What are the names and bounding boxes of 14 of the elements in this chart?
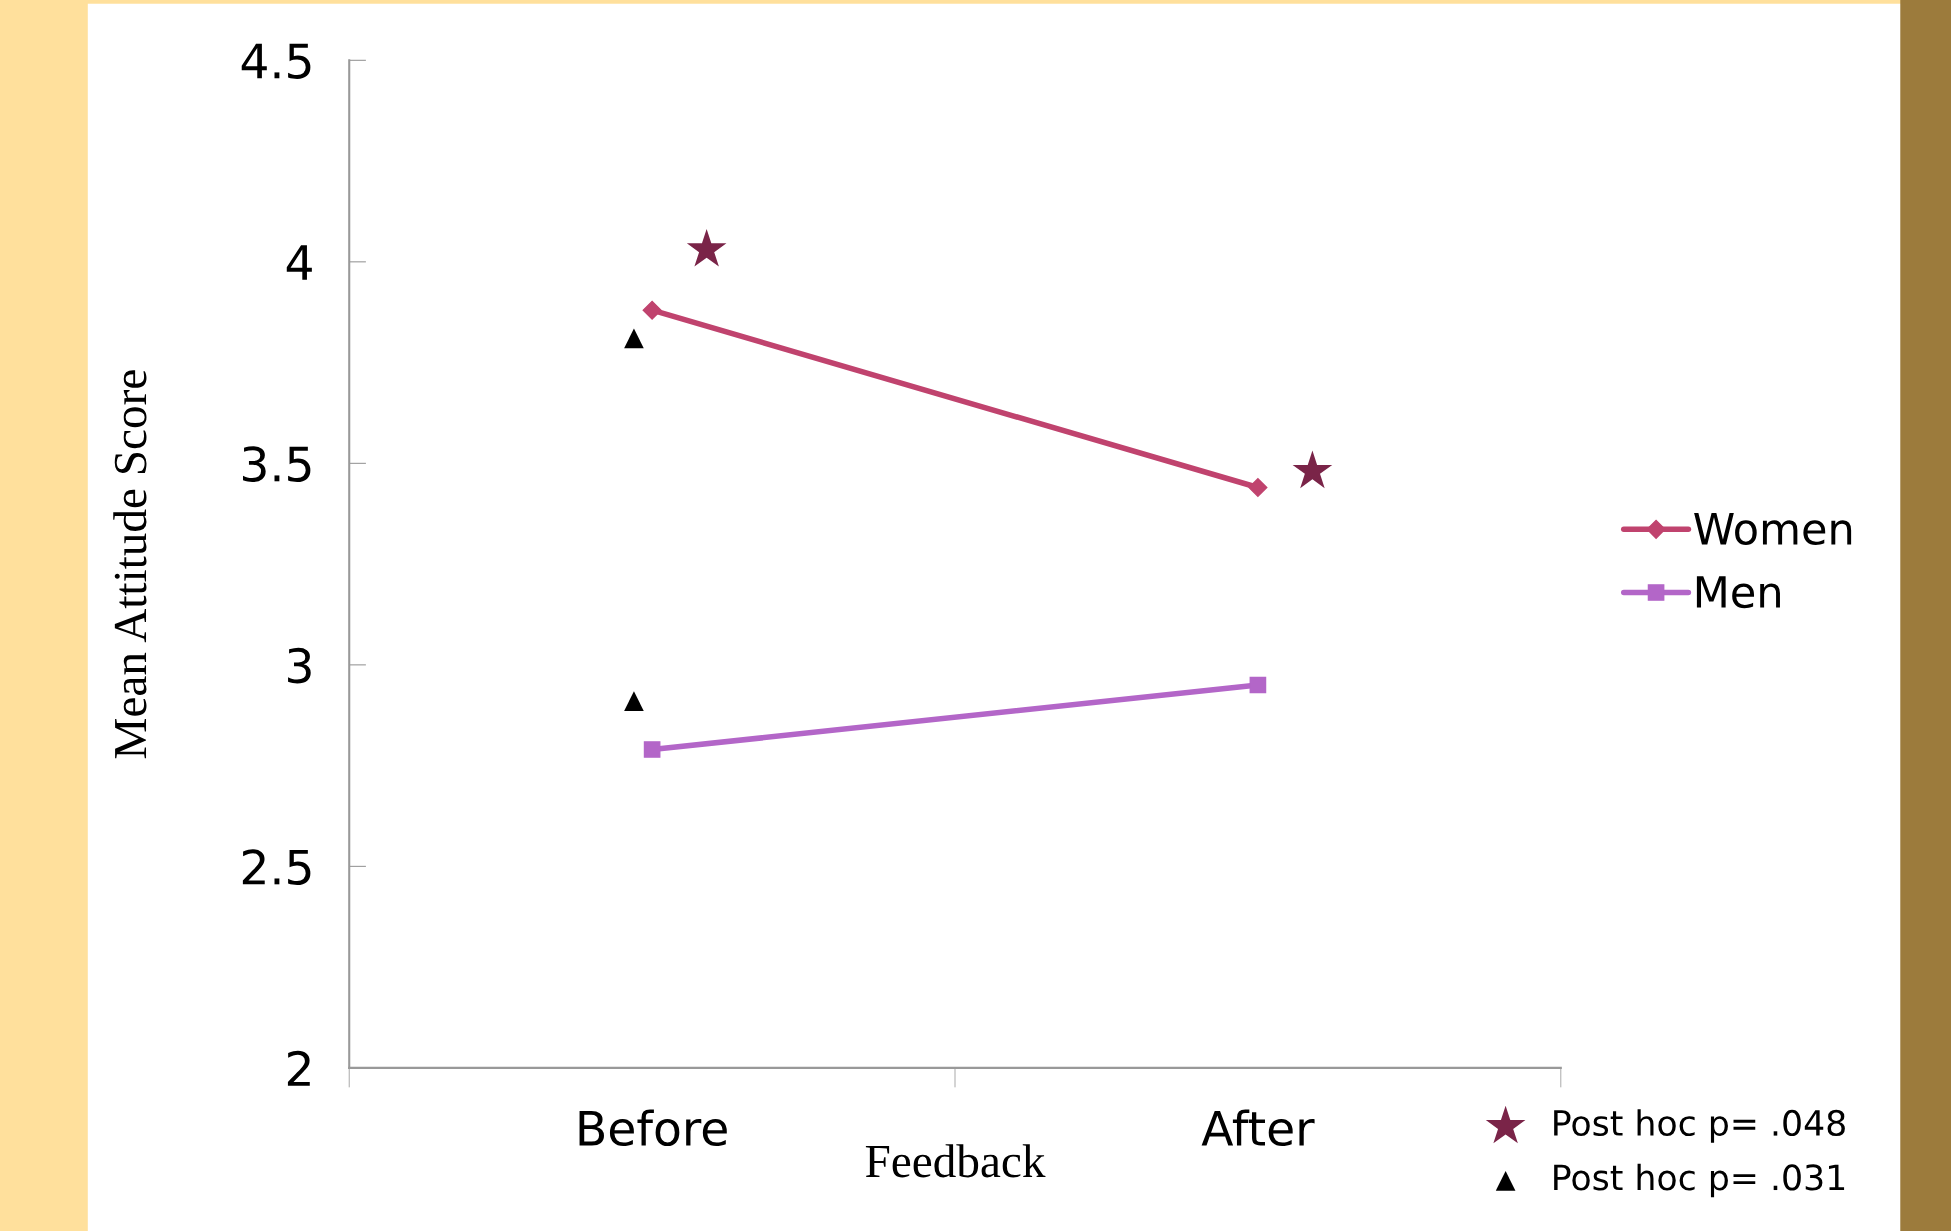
legend-label: Men (1696, 576, 1780, 609)
y-tick-label: 3 (288, 647, 311, 684)
x-tick-label: Before (579, 1109, 727, 1147)
legend-label: Post hoc p= .048 (1554, 1109, 1845, 1143)
y-tick-label: 3.5 (243, 446, 311, 482)
y-tick-label: 2 (287, 1050, 310, 1086)
legend-label: Post hoc p= .031 (1554, 1163, 1845, 1198)
x-axis-title: Feedback (865, 1144, 1046, 1178)
y-tick-label: 4.5 (241, 43, 311, 79)
y-tick-label: 4 (286, 245, 312, 280)
x-tick-label: After (1201, 1109, 1315, 1147)
y-tick-label: 2.5 (242, 849, 311, 885)
y-axis-title: Mean Attitude Score (113, 370, 147, 759)
legend-label: Women (1694, 513, 1852, 545)
